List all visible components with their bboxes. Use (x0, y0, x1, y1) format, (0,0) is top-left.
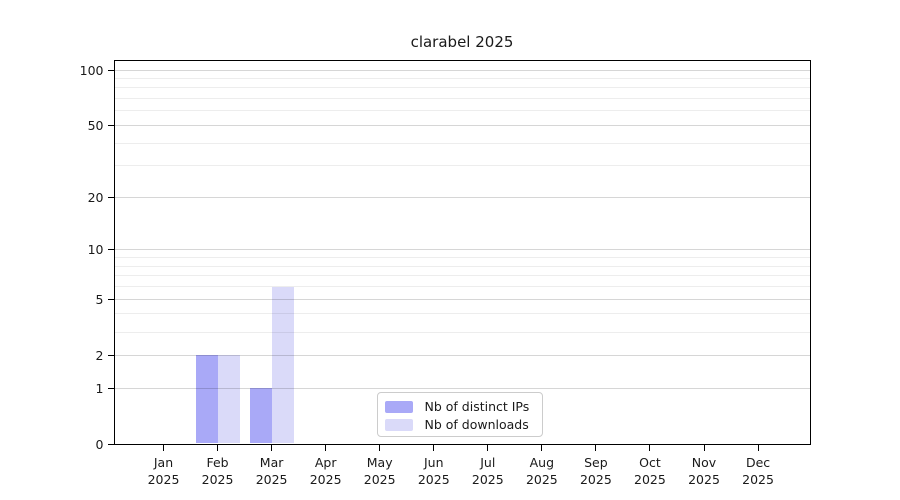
legend-swatch-distinct-ips-icon (384, 400, 413, 413)
y-tick-label: 1 (95, 380, 104, 396)
plot-area: 0 1 2 5 10 20 50 100 Jan 2025 Feb 2025 Mar 2025 Apr 20… (80, 59, 811, 487)
plot-spine-bottom (113, 443, 811, 445)
y-tick-mark (107, 249, 114, 251)
bars-layer (114, 60, 811, 445)
x-tick-label-oct: Oct 2025 (634, 454, 666, 487)
y-tick-label: 50 (87, 117, 104, 133)
y-tick-mark (107, 444, 114, 445)
x-tick-mark (595, 444, 597, 451)
gridline-minor (113, 331, 811, 333)
gridline-major (113, 387, 811, 389)
y-tick-label: 100 (79, 62, 104, 78)
legend-label-distinct-ips: Nb of distinct IPs (424, 399, 530, 414)
gridline-minor (113, 286, 811, 288)
bar-distinct-ips-mar (249, 388, 272, 444)
y-tick-label: 2 (95, 347, 104, 363)
bar-downloads-feb (217, 355, 240, 444)
gridline-major (113, 196, 811, 198)
x-tick-label-dec: Dec 2025 (742, 454, 774, 487)
x-tick-mark (541, 444, 543, 451)
x-tick-label-nov: Nov 2025 (688, 454, 720, 487)
gridline-major (113, 69, 811, 71)
legend: Nb of distinct IPs Nb of downloads (376, 391, 543, 437)
gridline-major (113, 298, 811, 300)
plot-spine-top (113, 59, 811, 61)
x-tick-mark (703, 444, 705, 451)
gridline-minor (113, 98, 811, 100)
y-tick-label: 20 (87, 189, 104, 205)
gridline-major (113, 124, 811, 126)
gridline-minor (113, 77, 811, 79)
y-axis: 0 1 2 5 10 20 50 100 (80, 60, 811, 452)
gridline-minor (113, 265, 811, 267)
x-tick-label-jun: Jun 2025 (417, 454, 450, 487)
bar-distinct-ips-feb (195, 355, 218, 444)
gridline-minor (113, 313, 811, 315)
legend-swatch-downloads-icon (384, 418, 413, 431)
gridline-major (113, 249, 811, 251)
y-tick-mark (107, 387, 114, 389)
y-tick-label: 10 (87, 242, 104, 258)
y-axis-spine (113, 59, 115, 445)
x-tick-mark (379, 444, 381, 451)
y-tick-label: 5 (95, 291, 104, 307)
grid-layer (113, 60, 811, 445)
x-tick-mark (271, 444, 273, 451)
gridline-minor (113, 87, 811, 89)
legend-item-distinct-ips: Nb of distinct IPs (384, 398, 534, 416)
y-tick-mark (107, 69, 114, 71)
x-tick-label-jan: Jan 2025 (147, 454, 180, 487)
legend-label-downloads: Nb of downloads (424, 417, 529, 432)
gridline-minor (113, 275, 811, 277)
y-tick-mark (107, 298, 114, 300)
x-tick-mark (649, 444, 651, 451)
x-tick-label-sep: Sep 2025 (579, 454, 612, 487)
y-tick-mark (107, 196, 114, 198)
legend-item-downloads: Nb of downloads (384, 416, 534, 434)
gridline-minor (113, 110, 811, 112)
plot-spine-right (809, 59, 811, 445)
x-tick-mark (433, 444, 435, 451)
x-tick-mark (757, 444, 759, 451)
x-tick-mark (487, 444, 489, 451)
x-tick-label-apr: Apr 2025 (309, 454, 342, 487)
gridline-minor (113, 142, 811, 144)
x-tick-mark (217, 444, 219, 451)
gridline-minor (113, 165, 811, 167)
y-tick-mark (107, 124, 114, 126)
y-tick-mark (107, 354, 114, 356)
chart-title: clarabel 2025 (410, 33, 514, 51)
x-tick-mark (325, 444, 327, 451)
x-tick-label-may: May 2025 (363, 454, 396, 487)
x-tick-label-aug: Aug 2025 (525, 454, 558, 487)
gridline-major (113, 354, 811, 356)
y-tick-label: 0 (95, 437, 104, 452)
x-tick-label-feb: Feb 2025 (201, 454, 234, 487)
x-tick-mark (163, 444, 164, 451)
x-axis: Jan 2025 Feb 2025 Mar 2025 Apr 2025 May 2025 Jun 20… (114, 60, 811, 487)
x-tick-label-jul: Jul 2025 (471, 454, 504, 487)
gridline-minor (113, 257, 811, 259)
bar-downloads-mar (271, 286, 294, 444)
x-tick-label-mar: Mar 2025 (255, 454, 288, 487)
